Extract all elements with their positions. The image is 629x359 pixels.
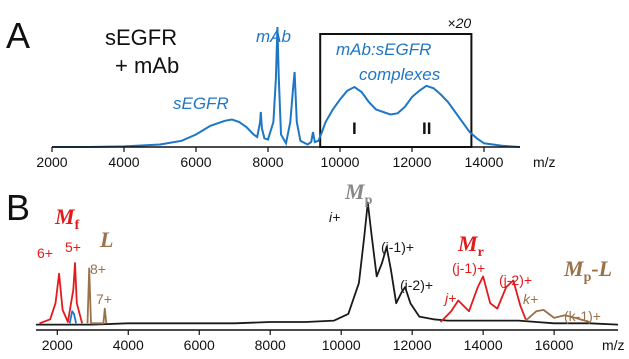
- panel-b-spectrum-lines: [36, 201, 619, 326]
- panel-b: B 2000 4000 6000 8000 10000 12000 14000 16000 m…: [6, 179, 625, 353]
- charge-8plus: 8+: [90, 261, 106, 277]
- panel-b-series-1-segment-0: [39, 262, 83, 325]
- annotation-complex-line-2: complexes: [359, 65, 441, 84]
- panel-b-letter: B: [6, 187, 30, 228]
- zoom-factor-label: ×20: [447, 15, 471, 31]
- panel-a-tick-label: 14000: [465, 154, 504, 170]
- panel-b-series-1-segment-1: [439, 275, 527, 323]
- species-label-mf: Mf: [54, 204, 80, 233]
- species-labels: Mf L Mp Mr Mp-L: [54, 179, 612, 285]
- charge-i: i+: [329, 209, 340, 225]
- panel-b-tick-label: 14000: [464, 337, 503, 353]
- annotation-complex-line-1: mAb:sEGFR: [336, 40, 431, 59]
- species-label-mp: Mp: [344, 179, 373, 208]
- sample-label-line-1: sEGFR: [105, 25, 177, 50]
- panel-b-series-3-segment-1: [525, 308, 590, 323]
- charge-i-1: (i-1)+: [381, 239, 414, 255]
- panel-b-tick-label: 8000: [255, 337, 286, 353]
- panel-a-letter: A: [6, 15, 30, 56]
- panel-b-tick-label: 2000: [42, 337, 73, 353]
- species-label-mr: Mr: [457, 231, 484, 260]
- charge-j: j+: [443, 290, 456, 306]
- charge-k: k+: [523, 291, 538, 307]
- peak-label-ii: II: [422, 119, 431, 138]
- charge-i-2: (i-2)+: [400, 277, 433, 293]
- panel-a-tick-label: 8000: [252, 154, 283, 170]
- panel-b-series-0: [36, 201, 619, 326]
- panel-b-tick-label: 16000: [535, 337, 574, 353]
- charge-7plus: 7+: [96, 291, 112, 307]
- species-label-mp-l: Mp-L: [563, 256, 612, 285]
- panel-b-tick-label: 10000: [322, 337, 361, 353]
- panel-b-series-2: [68, 310, 77, 324]
- panel-b-x-ticks: 2000 4000 6000 8000 10000 12000 14000 16000: [42, 330, 574, 353]
- panel-a-tick-label: 2000: [36, 154, 67, 170]
- charge-j-2: (j-2)+: [499, 272, 532, 288]
- panel-a-tick-label: 12000: [393, 154, 432, 170]
- panel-b-x-axis-label: m/z: [602, 337, 625, 353]
- charge-k-1: (k-1)+: [564, 308, 601, 324]
- sample-label-line-2: + mAb: [115, 53, 179, 78]
- panel-a-spectrum-line: [52, 26, 521, 148]
- charge-annotations: 6+ 5+ 8+ 7+ i+ (i-1)+ (i-2)+ j+ (j-1)+ (…: [37, 209, 601, 324]
- panel-a-tick-label: 6000: [180, 154, 211, 170]
- panel-a-tick-label: 10000: [321, 154, 360, 170]
- charge-5plus: 5+: [65, 239, 81, 255]
- charge-6plus: 6+: [37, 245, 53, 261]
- panel-b-tick-label: 4000: [113, 337, 144, 353]
- panel-a-tick-label: 4000: [108, 154, 139, 170]
- panel-a-x-axis-label: m/z: [533, 154, 556, 170]
- panel-a-x-ticks: 2000 4000 6000 8000 10000 12000 14000: [36, 147, 504, 170]
- species-label-l: L: [99, 227, 113, 252]
- annotation-segfr: sEGFR: [173, 94, 229, 113]
- peak-label-i: I: [352, 119, 357, 138]
- annotation-mab: mAb: [256, 27, 291, 46]
- panel-b-series-3-segment-0: [86, 267, 108, 325]
- panel-b-tick-label: 12000: [393, 337, 432, 353]
- panel-a: A sEGFR + mAb ×20 2000 4000 6000 8000 10000 1…: [6, 15, 556, 170]
- charge-j-1: (j-1)+: [452, 260, 485, 276]
- panel-a-annotations: sEGFR mAb mAb:sEGFR complexes I II: [173, 27, 441, 138]
- panel-b-tick-label: 6000: [184, 337, 215, 353]
